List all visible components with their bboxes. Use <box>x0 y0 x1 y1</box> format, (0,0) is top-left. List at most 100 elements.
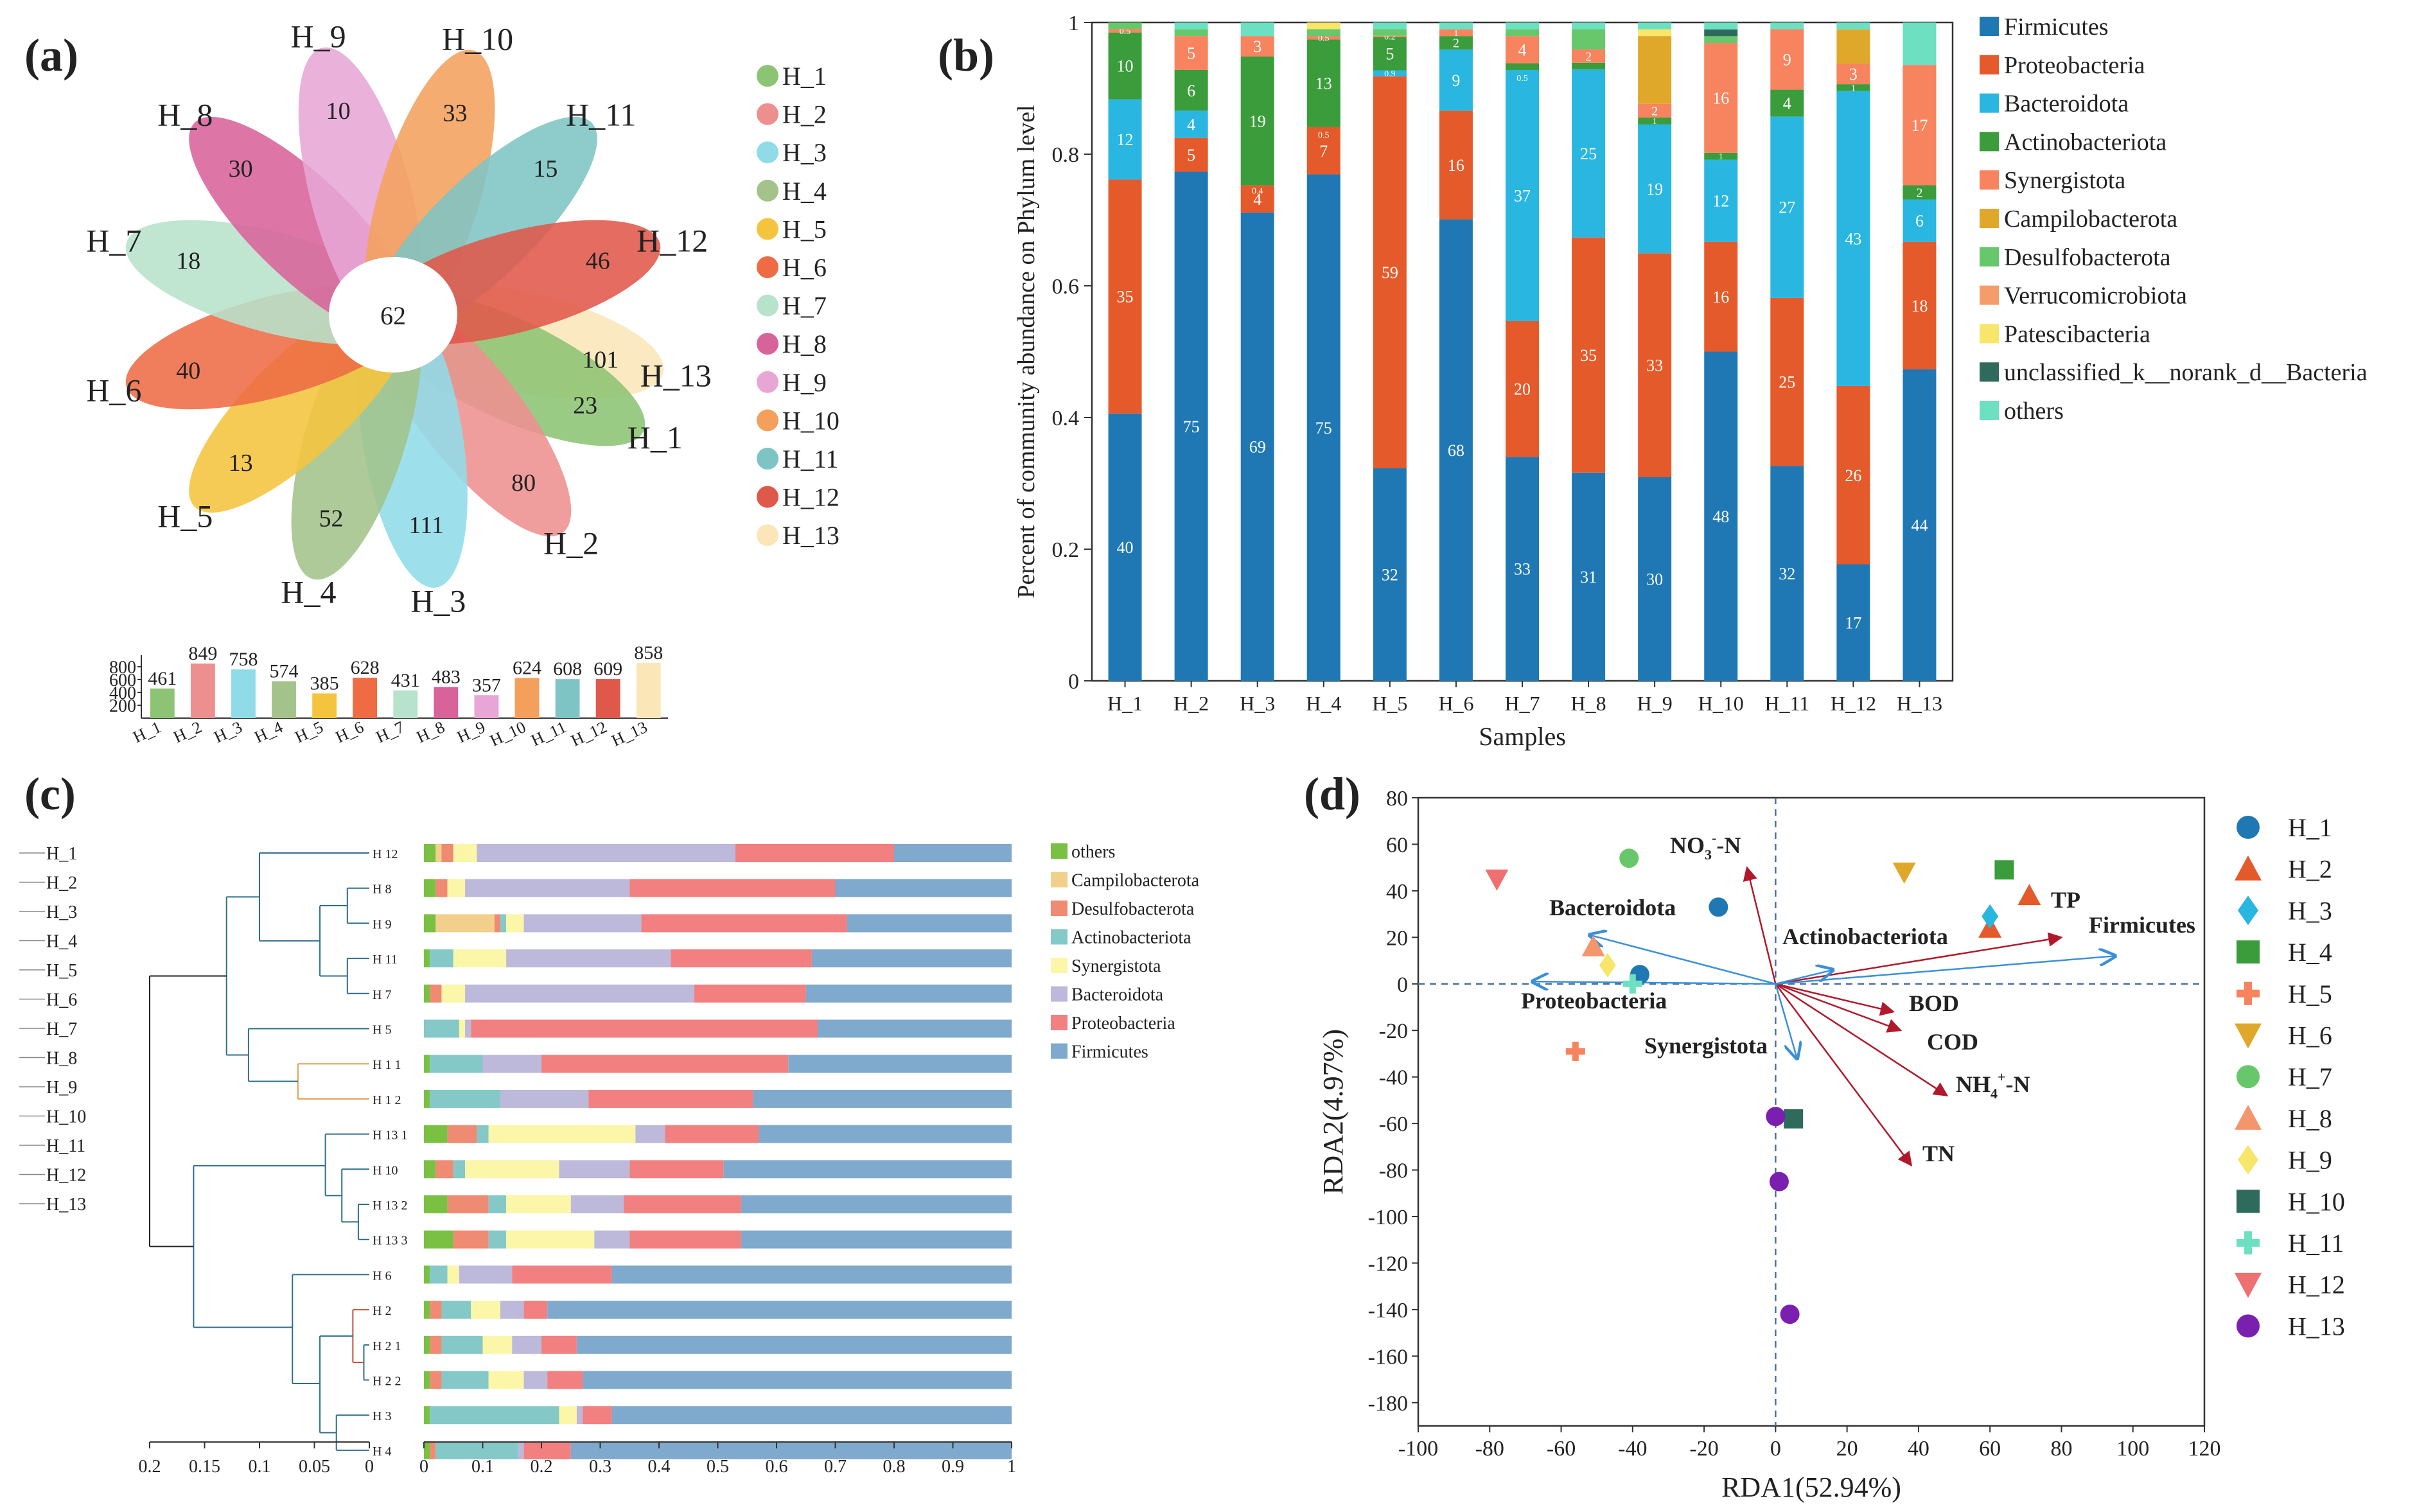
rda-point <box>2017 884 2041 906</box>
legend-label-c: Proteobacteria <box>1071 1014 1175 1033</box>
bar-c-segment <box>424 1160 436 1179</box>
bar-c-segment <box>424 1265 430 1284</box>
x-tick-b: H_8 <box>1571 692 1606 715</box>
bar-c-segment <box>523 1301 548 1319</box>
y-tick-d: 40 <box>1386 880 1408 904</box>
y-tick-d: 60 <box>1386 833 1408 857</box>
bar-b-h-8-desulfobacterota <box>1572 29 1606 49</box>
rda-point <box>1982 904 1999 929</box>
panel-label-b: (b) <box>938 30 994 81</box>
legend-marker-d <box>2237 940 2260 964</box>
petal-label-h-7: H_7 <box>86 223 141 259</box>
bar-c-segment <box>441 844 453 862</box>
bar-b-label-small: 0.4 <box>1252 186 1263 196</box>
petal-count-h-3: 111 <box>409 512 444 539</box>
x-tick-d: -40 <box>1618 1437 1647 1461</box>
x-tick-b: H_1 <box>1107 692 1143 715</box>
bar-b-h-10-others <box>1704 22 1738 30</box>
bar-c-segment <box>723 1160 1012 1179</box>
legend-swatch-b <box>1980 209 1999 228</box>
bar-b-h-9-patescibacteria <box>1638 29 1672 37</box>
legend-marker-d <box>2235 1023 2262 1049</box>
rda-point <box>1892 862 1916 884</box>
outer-label: H_11 <box>46 1136 85 1156</box>
bar-c-segment <box>430 949 453 968</box>
row-label-c: H 2 2 <box>373 1375 401 1389</box>
bar-b-label: 40 <box>1117 538 1134 557</box>
bar-b-label: 18 <box>1911 297 1928 315</box>
bar-b-h-10-desulfobacterota <box>1704 36 1738 44</box>
bar-b-h-7-actinobacteriota <box>1506 63 1539 70</box>
y-tick-d: 0 <box>1397 973 1408 997</box>
bar-b-h-13-synergistota <box>1903 65 1937 186</box>
bar-b-h-9-campilobacterota <box>1638 36 1672 104</box>
y-tick-d: -120 <box>1368 1252 1408 1276</box>
bar-c-segment <box>430 1335 442 1354</box>
x-tick-b: H_5 <box>1372 692 1407 715</box>
species-arrow <box>1775 983 1797 1059</box>
bar-c-segment <box>694 984 806 1003</box>
petal-count-h-6: 40 <box>176 357 200 384</box>
legend-marker-d <box>2237 1190 2260 1213</box>
legend-label-d: H_3 <box>2288 896 2332 925</box>
legend-marker-d <box>2237 1314 2260 1338</box>
legend-marker-d <box>2237 981 2260 1005</box>
legend-marker-d <box>2235 1272 2262 1298</box>
bar-b-label: 35 <box>1117 288 1134 306</box>
x-tick-b: H_12 <box>1831 692 1876 715</box>
y-tick-b: 0.8 <box>1052 143 1080 167</box>
bar-b-h-1-synergistota <box>1108 29 1142 33</box>
rda-point <box>1619 848 1639 868</box>
bar-c-segment <box>788 1055 1012 1073</box>
bar-b-h-13-firmicutes <box>1903 369 1937 681</box>
bar-c-segment <box>594 1230 630 1249</box>
bar-b-label: 0.9 <box>1384 69 1396 79</box>
y-tick-d: -60 <box>1379 1112 1408 1136</box>
legend-swatch-c <box>1051 843 1068 859</box>
legend-swatch-b <box>1980 170 1999 190</box>
legend-label-h-5: H_5 <box>782 215 827 243</box>
legend-dot-h-8 <box>757 333 778 355</box>
legend-label-d: H_7 <box>2288 1062 2332 1091</box>
bar-c-segment <box>811 949 1012 968</box>
bar-c-segment <box>424 1335 430 1354</box>
legend-label-c: Synergistota <box>1071 956 1161 976</box>
otu-bar-h-4 <box>272 681 296 718</box>
bar-c-segment <box>629 879 836 897</box>
bar-b-h-7-others <box>1506 22 1539 30</box>
bar-c-segment <box>541 1055 789 1073</box>
x-axis-title-d: RDA1(52.94%) <box>1721 1472 1901 1503</box>
species-label: Actinobacteriota <box>1782 924 1948 949</box>
bar-c-segment <box>488 1195 507 1213</box>
bar-b-label: 5 <box>1187 44 1195 63</box>
legend-dot-h-7 <box>757 294 778 317</box>
row-label-c: H 13 3 <box>373 1234 407 1248</box>
x-tick-b: H_4 <box>1306 692 1341 715</box>
bar-c-segment <box>488 1371 524 1389</box>
legend-dot-h-3 <box>757 141 778 164</box>
bar-b-label: 2 <box>1585 49 1592 64</box>
petal-label-h-1: H_1 <box>628 419 683 455</box>
otu-bar-value: 385 <box>310 673 339 694</box>
bar-c-tick: 1 <box>1007 1457 1016 1477</box>
legend-label-h-9: H_9 <box>782 368 827 397</box>
bar-b-label: 2 <box>1453 37 1459 51</box>
outer-label: H_3 <box>46 902 77 922</box>
bar-c-segment <box>611 1406 1012 1425</box>
bar-c-segment <box>665 1125 759 1143</box>
rda-point <box>1485 869 1509 891</box>
y-tick-d: -160 <box>1368 1345 1408 1369</box>
bar-c-tick: 0.7 <box>824 1457 847 1477</box>
bar-b-h-1-proteobacteria <box>1108 179 1142 414</box>
legend-dot-h-2 <box>757 103 778 125</box>
bar-c-segment <box>424 1055 430 1073</box>
legend-label-h-11: H_11 <box>782 444 838 473</box>
bar-b-h-3-actinobacteriota <box>1240 56 1274 186</box>
petal-label-h-13: H_13 <box>640 358 712 394</box>
bar-b-h-1-firmicutes <box>1108 413 1142 681</box>
y-tick-b: 0 <box>1068 670 1079 694</box>
bar-c-segment <box>435 879 448 897</box>
bar-c-segment <box>471 1301 500 1319</box>
bar-b-label: 75 <box>1183 418 1200 436</box>
